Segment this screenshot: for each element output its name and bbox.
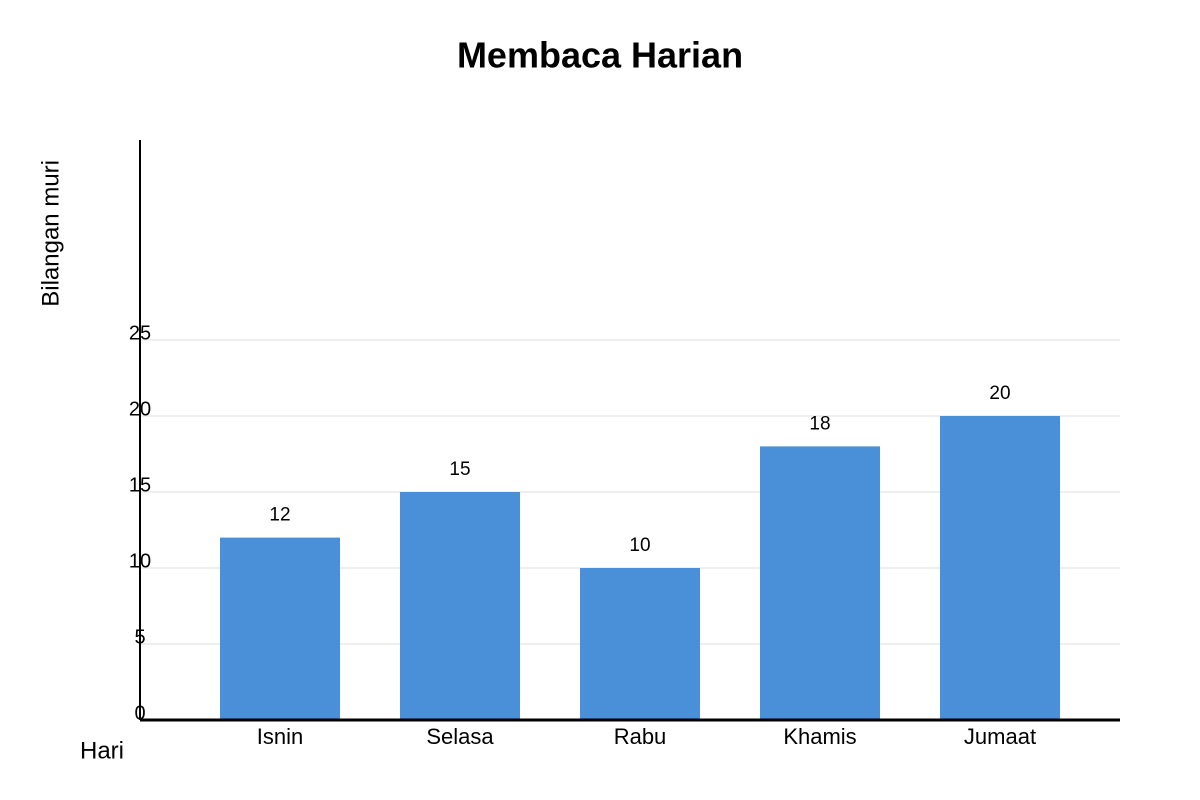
bar [580,568,700,720]
data-label: 20 [989,383,1010,404]
bar [400,492,520,720]
data-label: 15 [449,459,470,480]
y-axis-label: Bilangan muri [37,160,64,307]
bar [760,446,880,720]
x-tick-label: Isnin [257,724,303,749]
x-tick-label: Khamis [783,724,856,749]
x-tick-label: Rabu [614,724,667,749]
data-label: 12 [269,505,290,526]
bar [220,537,340,720]
data-label: 18 [809,413,830,434]
chart-title: Membaca Harian [457,35,743,76]
x-tick-label: Jumaat [964,724,1036,749]
bar [940,416,1060,720]
data-label: 10 [629,535,650,556]
x-tick-label: Selasa [426,724,494,749]
x-axis-label: Hari [80,737,124,764]
